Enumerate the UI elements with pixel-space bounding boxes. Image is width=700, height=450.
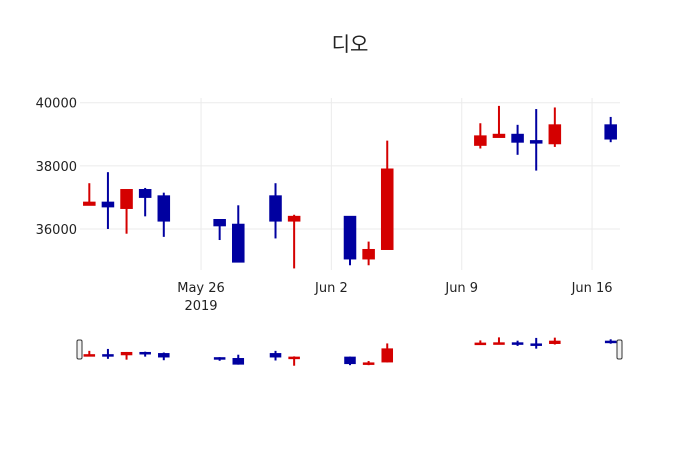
candle[interactable]	[287, 214, 301, 269]
candle[interactable]	[474, 123, 487, 149]
x-tick-label: May 26	[177, 281, 225, 296]
candle[interactable]	[157, 192, 171, 237]
candle[interactable]	[343, 215, 357, 266]
candle[interactable]	[269, 183, 282, 239]
x-tick-label: Jun 2	[314, 281, 348, 296]
candle[interactable]	[548, 107, 562, 147]
candle[interactable]	[232, 205, 245, 263]
candle[interactable]	[492, 105, 506, 138]
range-slider-left-handle[interactable]	[76, 339, 83, 360]
candles[interactable]	[83, 105, 617, 269]
range-slider[interactable]	[76, 337, 623, 366]
grid-lines	[80, 98, 620, 270]
candle[interactable]	[529, 109, 543, 171]
candle[interactable]	[604, 116, 617, 143]
range-slider-right-handle[interactable]	[616, 339, 623, 360]
candle[interactable]	[380, 140, 394, 250]
x-tick-label: Jun 16	[571, 281, 613, 296]
x-tick-year: 2019	[184, 299, 217, 314]
candle[interactable]	[83, 183, 96, 206]
chart-title: 디오	[331, 32, 369, 56]
x-axis-ticks: May 26 2019 Jun 2 Jun 9 Jun 16	[177, 281, 612, 314]
y-tick-label: 36000	[36, 223, 77, 238]
y-tick-label: 38000	[36, 160, 77, 175]
y-axis-ticks: 36000 38000 40000	[36, 97, 77, 238]
candle[interactable]	[213, 219, 226, 241]
candle[interactable]	[362, 241, 375, 266]
candle[interactable]	[101, 172, 115, 229]
range-slider-candles	[83, 337, 617, 366]
candle[interactable]	[511, 124, 524, 155]
y-tick-label: 40000	[36, 97, 77, 112]
x-tick-label: Jun 9	[444, 281, 478, 296]
candle[interactable]	[120, 189, 133, 234]
candle[interactable]	[138, 187, 152, 217]
